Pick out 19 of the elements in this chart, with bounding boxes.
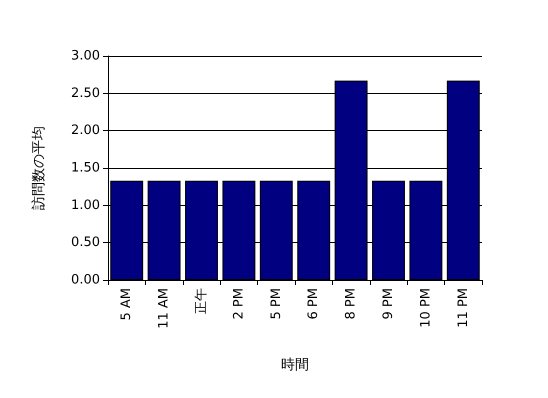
y-tick-label: 1.50 [71,160,100,176]
x-tick-label: 11 AM [156,288,172,329]
y-tick-label: 2.00 [71,123,100,138]
y-tick-label: 1.00 [71,198,100,213]
y-tick-label: 3.00 [71,48,100,64]
x-tick-label: 正午 [194,288,209,314]
x-axis-title: 時間 [281,357,309,373]
y-axis-title: 訪問数の平均 [31,126,47,210]
x-tick-label: 10 PM [418,288,434,328]
y-tick-label: 2.50 [71,86,100,101]
x-tick-label: 9 PM [381,288,396,320]
x-tick-label: 8 PM [344,288,359,320]
x-tick-label: 11 PM [456,288,471,328]
x-tick-label: 5 PM [268,288,284,320]
x-tick-label: 5 AM [119,288,134,321]
y-tick-label: 0.00 [71,272,100,288]
x-tick-label: 6 PM [306,288,322,320]
y-tick-label: 0.50 [71,235,100,250]
x-tick-label: 2 PM [231,288,246,320]
